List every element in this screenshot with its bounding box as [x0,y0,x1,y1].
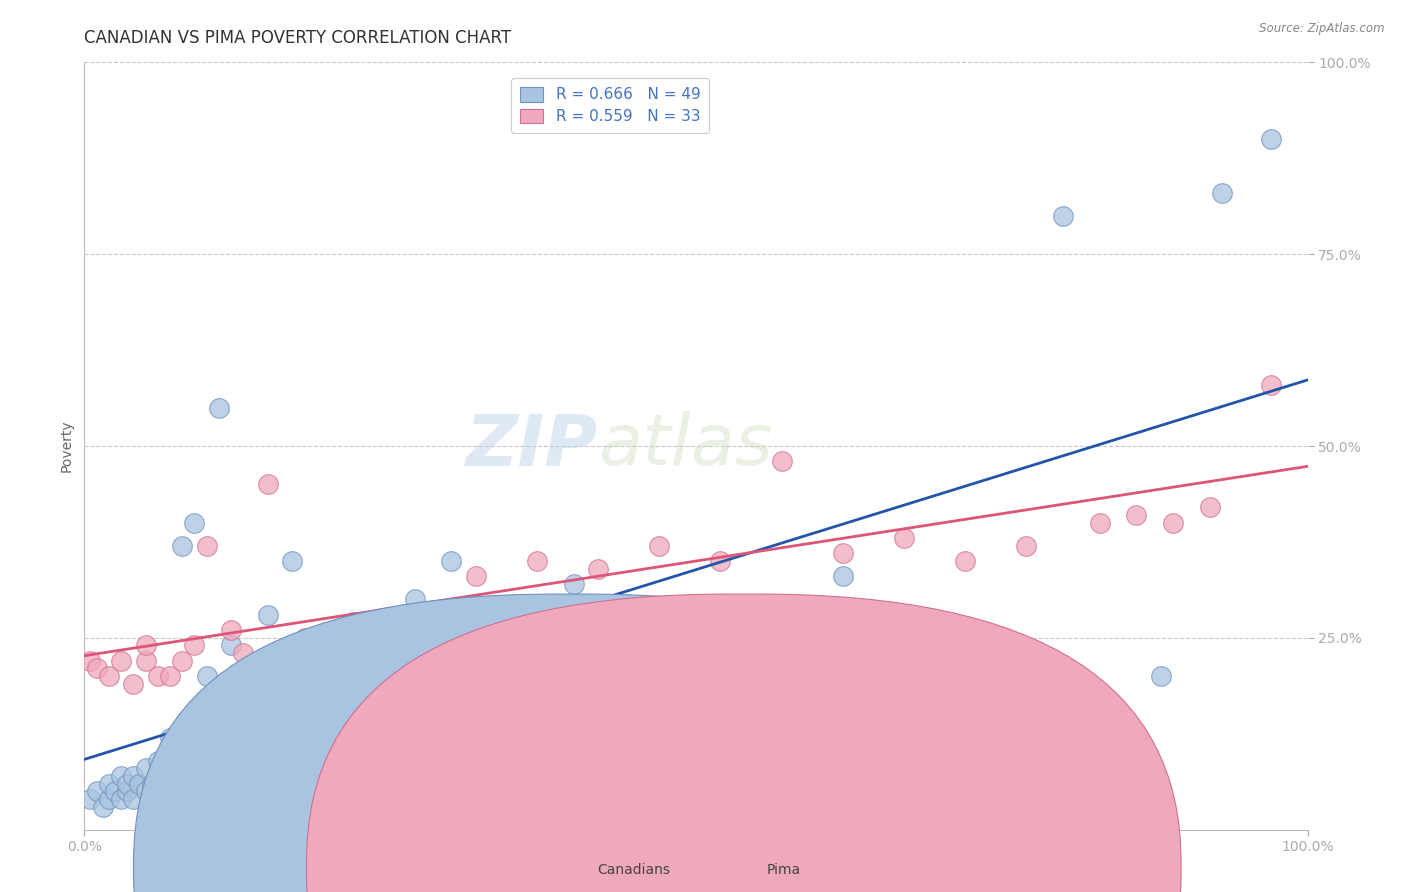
Point [232,646,254,660]
Point [219,639,242,653]
Point [783,607,806,622]
Point [953,631,976,645]
Point [79,654,101,668]
Point [953,554,976,568]
Point [440,554,463,568]
Point [159,746,181,760]
Point [1260,377,1282,392]
Point [110,769,132,783]
Point [648,539,671,553]
Point [97,669,120,683]
Point [1161,516,1184,530]
Point [1260,132,1282,146]
Point [526,623,548,637]
Point [294,631,316,645]
Point [526,554,548,568]
Point [183,639,205,653]
Point [86,661,108,675]
Point [1198,500,1220,515]
Point [404,607,426,622]
Point [1088,516,1111,530]
Point [1125,508,1147,522]
Point [110,654,132,668]
Point [122,769,145,783]
Point [831,546,853,560]
Point [122,792,145,806]
Point [104,784,127,798]
Point [342,615,364,630]
Point [159,731,181,745]
Point [135,639,157,653]
Point [135,784,157,798]
Point [893,746,915,760]
Point [257,477,280,491]
Point [404,592,426,607]
Point [721,607,744,622]
Point [195,539,218,553]
Point [97,776,120,790]
Point [146,769,169,783]
Point [195,669,218,683]
Point [709,554,731,568]
Point [219,623,242,637]
Point [172,539,194,553]
Point [122,677,145,691]
Point [91,799,114,814]
Text: Canadians: Canadians [598,863,671,877]
Point [661,607,683,622]
Point [477,639,499,653]
Point [831,569,853,583]
Point [135,761,157,775]
Point [172,654,194,668]
Point [562,577,585,591]
Point [97,792,120,806]
Point [128,776,150,790]
Point [1211,186,1233,200]
Legend: R = 0.666   N = 49, R = 0.559   N = 33: R = 0.666 N = 49, R = 0.559 N = 33 [512,78,710,133]
Point [146,669,169,683]
Point [135,654,157,668]
Point [586,562,609,576]
Text: atlas: atlas [598,411,773,481]
Text: CANADIAN VS PIMA POVERTY CORRELATION CHART: CANADIAN VS PIMA POVERTY CORRELATION CHA… [84,29,512,47]
Point [342,631,364,645]
Point [1015,539,1038,553]
Point [318,654,340,668]
Text: Pima: Pima [766,863,800,877]
Point [153,761,176,775]
Point [146,754,169,768]
Y-axis label: Poverty: Poverty [59,420,73,472]
Point [464,569,486,583]
Text: Source: ZipAtlas.com: Source: ZipAtlas.com [1260,22,1385,36]
Point [208,401,231,415]
Text: ZIP: ZIP [465,411,598,481]
Point [115,776,138,790]
Point [685,769,707,783]
Point [281,554,304,568]
Point [141,776,163,790]
Point [257,607,280,622]
Point [624,631,647,645]
Point [747,615,769,630]
Point [79,792,101,806]
Point [232,677,254,691]
Point [115,784,138,798]
Point [770,454,793,468]
Point [1052,209,1074,223]
Point [159,669,181,683]
Point [183,516,205,530]
Point [893,531,915,545]
Point [86,784,108,798]
Point [110,792,132,806]
Point [1150,669,1173,683]
